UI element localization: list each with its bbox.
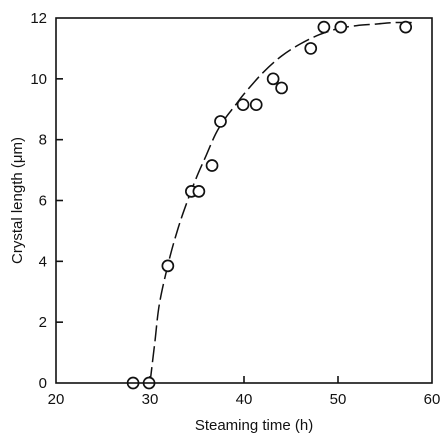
data-point xyxy=(305,43,316,54)
data-point xyxy=(400,22,411,33)
axis-ticks: 20 30 40 50 60 0 2 4 6 8 10 12 xyxy=(30,10,440,408)
y-tick-label: 10 xyxy=(30,71,47,88)
y-tick-label: 4 xyxy=(39,253,47,270)
y-tick-label: 8 xyxy=(39,132,47,149)
data-point xyxy=(318,22,329,33)
data-points xyxy=(128,22,412,389)
x-tick-label: 30 xyxy=(142,391,159,408)
data-point xyxy=(238,99,249,110)
y-tick-label: 6 xyxy=(39,193,47,210)
y-tick-label: 12 xyxy=(30,10,47,27)
x-axis-title: Steaming time (h) xyxy=(195,417,313,434)
x-tick-label: 20 xyxy=(48,391,65,408)
x-tick-label: 50 xyxy=(330,391,347,408)
data-point xyxy=(251,99,262,110)
data-point xyxy=(215,116,226,127)
x-tick-label: 40 xyxy=(236,391,253,408)
x-tick-label: 60 xyxy=(424,391,441,408)
fit-curve xyxy=(150,22,413,383)
plot-frame xyxy=(56,18,432,383)
data-point xyxy=(335,22,346,33)
data-point xyxy=(162,260,173,271)
y-tick-label: 0 xyxy=(39,375,47,392)
data-point xyxy=(193,186,204,197)
y-tick-label: 2 xyxy=(39,314,47,331)
data-point xyxy=(207,160,218,171)
data-point xyxy=(268,73,279,84)
data-point xyxy=(276,82,287,93)
y-axis-title: Crystal length (μm) xyxy=(9,137,26,264)
